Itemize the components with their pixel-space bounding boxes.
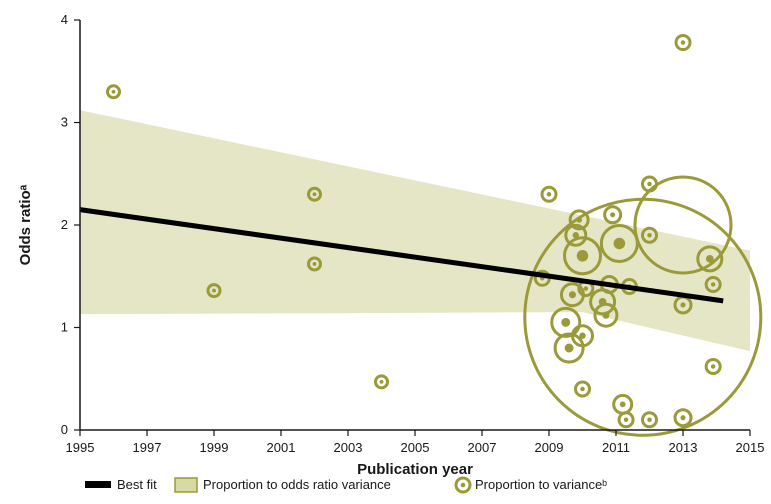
bubble-center xyxy=(711,282,715,286)
y-tick-label: 3 xyxy=(61,115,68,130)
bubble-center xyxy=(561,318,570,327)
bubble-center xyxy=(565,344,574,353)
x-tick-label: 1999 xyxy=(200,440,229,455)
bubble-center xyxy=(610,212,615,217)
bubble-center xyxy=(680,415,685,420)
bubble-center xyxy=(680,302,685,307)
x-tick-label: 1997 xyxy=(133,440,162,455)
legend-label-bubble: Proportion to varianceᵇ xyxy=(475,477,607,492)
bubble-center xyxy=(706,255,714,263)
bubble-center xyxy=(647,182,651,186)
y-tick-label: 1 xyxy=(61,320,68,335)
bubble-center xyxy=(647,233,651,237)
bubble-center xyxy=(602,312,609,319)
bubble-center xyxy=(614,238,626,250)
legend-swatch-band xyxy=(175,478,197,492)
x-tick-label: 2003 xyxy=(334,440,363,455)
x-tick-label: 1995 xyxy=(66,440,95,455)
bubble-center xyxy=(579,333,585,339)
bubble-center xyxy=(580,387,584,391)
bubble-center xyxy=(212,289,216,293)
x-tick-label: 2011 xyxy=(602,440,630,455)
legend-swatch-bubble-dot xyxy=(461,483,466,488)
bubble-center xyxy=(647,418,651,422)
bubble-center xyxy=(112,90,116,94)
x-tick-label: 2009 xyxy=(535,440,564,455)
bubble-center xyxy=(584,286,588,290)
bubble-center xyxy=(711,364,715,368)
y-axis-label: Odds ratioᵃ xyxy=(17,184,34,265)
bubble-center xyxy=(569,291,576,298)
x-tick-label: 2001 xyxy=(267,440,296,455)
legend-label-bestfit: Best fit xyxy=(117,477,157,492)
bubble-center xyxy=(380,380,384,384)
bubble-center xyxy=(624,418,628,422)
chart-svg: 1995199719992001200320052007200920112013… xyxy=(0,0,771,504)
y-tick-label: 4 xyxy=(61,12,68,27)
legend-swatch-line xyxy=(85,481,111,488)
bubble-center xyxy=(313,192,317,196)
bubble-center xyxy=(681,40,685,44)
chart-container: 1995199719992001200320052007200920112013… xyxy=(0,0,771,504)
bubble-center xyxy=(577,250,589,262)
y-tick-label: 2 xyxy=(61,217,68,232)
x-tick-label: 2013 xyxy=(669,440,698,455)
bubble-center xyxy=(547,192,551,196)
bubble-center xyxy=(620,401,626,407)
x-tick-label: 2007 xyxy=(468,440,497,455)
bubble-center xyxy=(313,262,317,266)
x-tick-label: 2005 xyxy=(401,440,430,455)
x-tick-label: 2015 xyxy=(736,440,765,455)
legend-label-band: Proportion to odds ratio variance xyxy=(203,477,391,492)
y-tick-label: 0 xyxy=(61,422,68,437)
x-axis-label: Publication year xyxy=(357,461,473,478)
